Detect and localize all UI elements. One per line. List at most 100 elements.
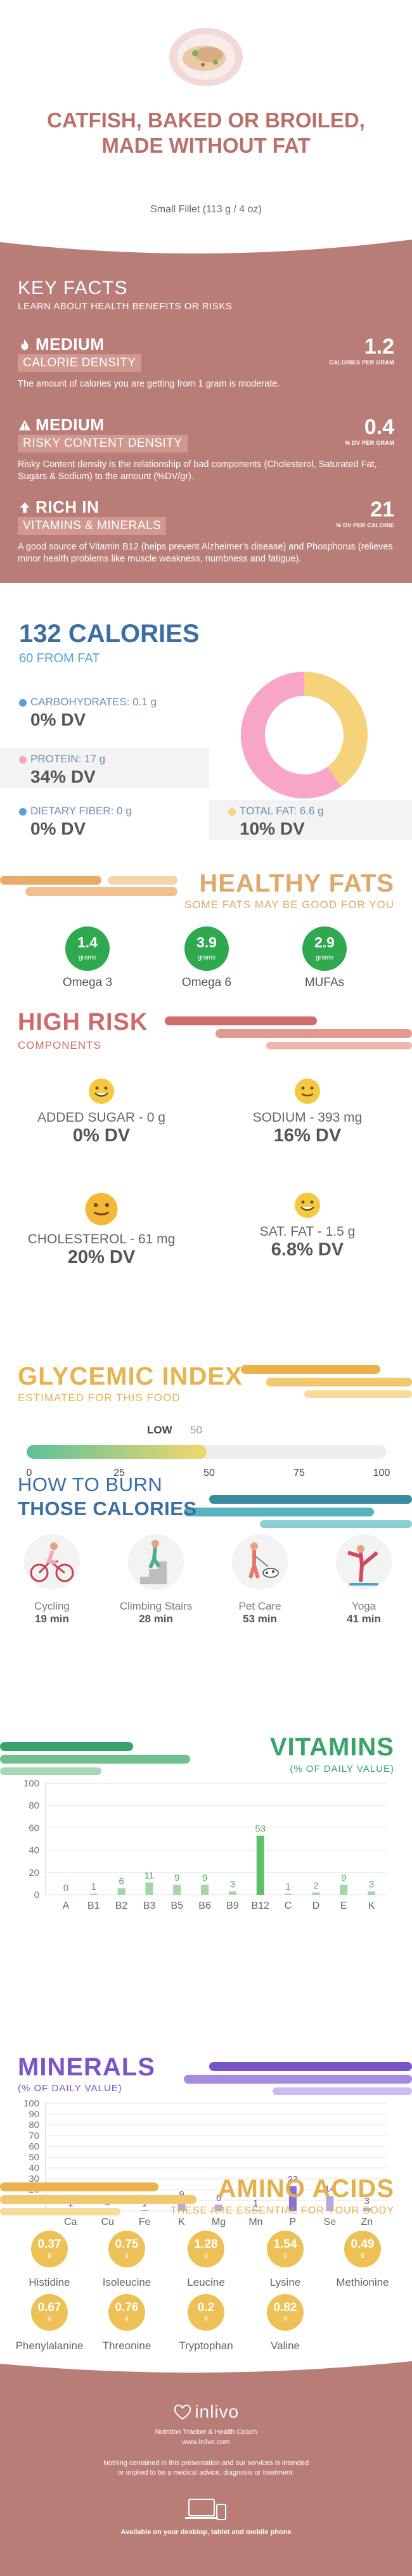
cholesterol-label: CHOLESTEROL - 61 mg	[27, 1232, 176, 1246]
cycling-minutes: 19 min	[35, 1613, 69, 1625]
calories-from-fat: 60 FROM FAT	[19, 651, 100, 665]
pet-care-minutes: 53 min	[243, 1613, 277, 1625]
vitamins-bar-b6	[201, 1885, 209, 1895]
minerals-bar-fe	[141, 2210, 149, 2211]
calorie-density-desc: The amount of calories you are getting f…	[18, 379, 280, 389]
yoga-icon	[336, 1534, 392, 1590]
vitamins-category-label-k: K	[368, 1900, 375, 1911]
risky-content-desc: Risky Content density is the relationshi…	[18, 459, 377, 482]
vitamins-bar-b3	[145, 1882, 153, 1895]
burn-title-line1: HOW TO BURN	[18, 1473, 163, 1496]
climbing-stairs-name: Climbing Stairs	[119, 1600, 193, 1612]
minerals-value-label-p: 23	[288, 2174, 299, 2185]
vitamins-bar-b1	[89, 1894, 98, 1895]
cholesterol-item: CHOLESTEROL - 61 mg 20% DV	[13, 1191, 190, 1268]
gi-tick-0: 0	[26, 1468, 32, 1478]
phenylalanine-unit: g	[48, 2315, 51, 2322]
omega3-item: 1.4 grams Omega 3	[43, 926, 132, 990]
risky-content-level: MEDIUM	[35, 415, 105, 434]
vitamins-category-label-b12: B12	[252, 1900, 270, 1911]
total-fat-label: TOTAL FAT: 6.6 g	[240, 805, 324, 817]
minerals-category-label-ca: Ca	[64, 2217, 77, 2227]
amino-methionine: 0.49 g Methionine	[325, 2231, 401, 2289]
vitamins-bar-b5	[173, 1885, 181, 1895]
vitamins-category-label-b1: B1	[87, 1900, 100, 1911]
key-facts-title: KEY FACTS	[18, 278, 128, 298]
vitamins-value-label-e: 9	[341, 1873, 346, 1883]
methionine-value: 0.49	[351, 2238, 375, 2251]
minerals-ytick-label: 50	[29, 2152, 39, 2163]
sat-fat-label: SAT. FAT - 1.5 g	[259, 1224, 356, 1239]
mufas-unit: grams	[316, 954, 333, 961]
pet-care-icon	[232, 1534, 288, 1590]
arrow-up-icon	[20, 502, 30, 513]
minerals-subtitle: (% OF DAILY VALUE)	[18, 2083, 122, 2094]
minerals-value-label-k: 9	[179, 2189, 184, 2200]
vitamins-value-label-b6: 9	[202, 1873, 207, 1883]
histidine-name: Histidine	[29, 2276, 70, 2288]
isoleucine-value: 0.75	[115, 2238, 139, 2251]
vitamins-category-label-d: D	[312, 1900, 320, 1911]
carbohydrates-dot	[19, 699, 27, 707]
activity-climbing-stairs: Climbing Stairs 28 min	[112, 1534, 200, 1625]
carbohydrates-label: CARBOHYDRATES: 0.1 g	[30, 696, 157, 708]
minerals-value-label-mg: 6	[216, 2193, 221, 2203]
omega6-value: 3.9	[196, 934, 217, 951]
vitamins-category-label-b3: B3	[143, 1900, 156, 1911]
food-title: CATFISH, BAKED OR BROILED, MADE WITHOUT …	[47, 108, 365, 157]
tryptophan-value: 0.2	[197, 2301, 215, 2314]
total-fat-dv: 10% DV	[240, 819, 305, 838]
vitamins-category-label-b5: B5	[171, 1900, 183, 1911]
macro-donut-chart	[241, 672, 368, 798]
smiley-icon	[295, 1193, 320, 1218]
lysine-value: 1.54	[273, 2238, 297, 2251]
minerals-ytick-label: 30	[29, 2174, 39, 2184]
minerals-bar-zn	[363, 2207, 371, 2211]
amino-valine: 0.82 g Valine	[247, 2294, 323, 2352]
climbing-stairs-minutes: 28 min	[139, 1613, 173, 1625]
warning-icon	[18, 420, 31, 430]
total-fat-dot	[228, 808, 236, 816]
sat-fat-item: SAT. FAT - 1.5 g 6.8% DV	[219, 1191, 396, 1260]
key-facts-section: KEY FACTS LEARN ABOUT HEALTH BENEFITS OR…	[0, 228, 412, 583]
stairs-icon	[128, 1534, 184, 1590]
amino-banner	[0, 2182, 196, 2215]
minerals-ytick-label: 70	[29, 2131, 39, 2141]
vitamins-category-label-b9: B9	[226, 1900, 239, 1911]
high-risk-subtitle: COMPONENTS	[18, 1039, 101, 1051]
glycemic-bar-track	[27, 1445, 387, 1459]
minerals-value-label-mn: 1	[253, 2198, 258, 2208]
minerals-category-label-k: K	[178, 2217, 185, 2227]
minerals-category-label-se: Se	[324, 2217, 337, 2227]
minerals-category-label-p: P	[290, 2217, 297, 2227]
vitamins-value-label-b3: 11	[145, 1871, 155, 1881]
amino-tryptophan: 0.2 g Tryptophan	[168, 2294, 244, 2352]
heart-logo-icon	[174, 2404, 191, 2420]
cholesterol-dv: 20% DV	[67, 1247, 136, 1267]
leucine-name: Leucine	[187, 2276, 225, 2288]
omega3-badge: 1.4 grams	[65, 926, 110, 971]
footer-url[interactable]: www.inlivo.com	[182, 2438, 230, 2446]
minerals-category-label-fe: Fe	[139, 2217, 151, 2227]
vitamins-subtitle: (% OF DAILY VALUE)	[290, 1764, 394, 1774]
vitamins-value-label-k: 3	[369, 1880, 374, 1890]
calories-title: 132 CALORIES	[19, 620, 200, 648]
amino-subtitle: THESE ARE ESSENTIAL FOR YOUR BODY	[170, 2205, 394, 2216]
vitamins-bar-d	[312, 1892, 320, 1895]
healthy-fats-banner	[0, 876, 177, 896]
sodium-item: SODIUM - 393 mg 16% DV	[219, 1077, 396, 1146]
yoga-name: Yoga	[351, 1600, 377, 1612]
valine-value: 0.82	[273, 2301, 297, 2314]
cycling-icon	[24, 1534, 80, 1590]
minerals-bar-mg	[215, 2204, 222, 2211]
vitamins-bar-b9	[228, 1891, 236, 1895]
devices-icon	[185, 2499, 226, 2520]
amino-title: AMINO ACIDS	[217, 2175, 394, 2203]
vitamins-bar-k	[368, 1891, 376, 1895]
threonine-value: 0.76	[115, 2301, 139, 2314]
amino-lysine: 1.54 g Lysine	[247, 2231, 323, 2289]
omega6-item: 3.9 grams Omega 6	[162, 926, 251, 990]
vitamins-value-label-b5: 9	[174, 1873, 179, 1883]
omega3-name: Omega 3	[62, 976, 113, 989]
